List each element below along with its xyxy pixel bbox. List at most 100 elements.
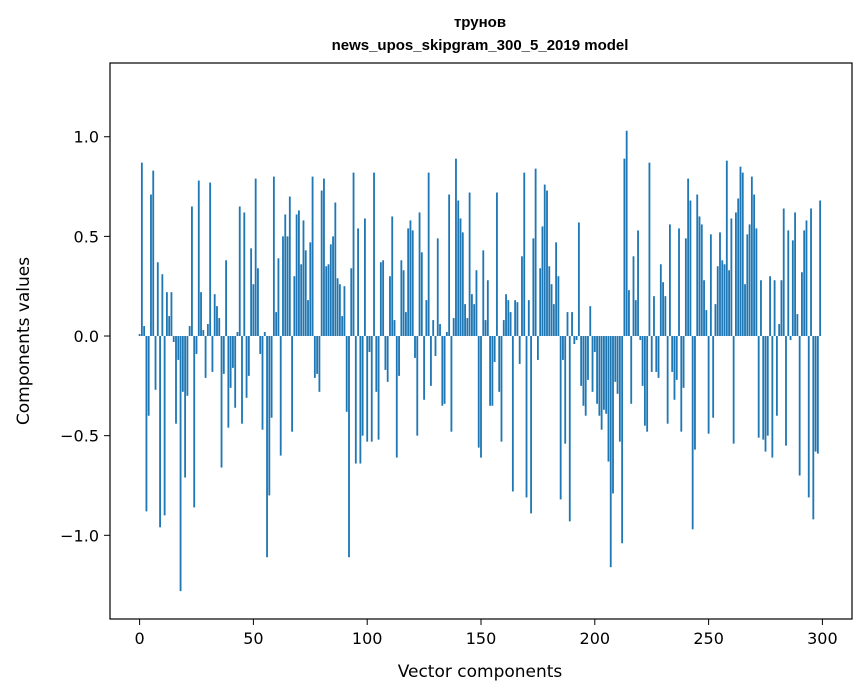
bar-273 [760,280,762,337]
bar-269 [750,176,753,337]
bar-2 [143,326,146,337]
bar-166 [516,302,519,337]
bar-265 [741,172,744,337]
bar-249 [705,310,708,337]
bar-203 [600,336,603,430]
bar-263 [737,198,740,337]
bar-287 [791,240,794,337]
bar-167 [518,336,521,364]
bar-86 [334,202,337,337]
bar-219 [637,230,639,337]
bar-73 [304,250,307,337]
bar-213 [623,158,626,337]
bar-201 [596,336,598,404]
bar-112 [393,320,396,337]
bar-154 [489,336,492,406]
bar-176 [539,268,542,337]
bar-108 [384,336,387,370]
bar-241 [687,178,690,337]
bar-143 [464,304,466,337]
bar-138 [452,318,455,337]
bar-39 [227,336,230,428]
bar-288 [794,212,797,337]
bar-198 [589,306,592,337]
bar-156 [493,336,496,362]
bar-270 [753,194,756,337]
bar-211 [618,336,621,442]
bar-163 [509,312,512,337]
bar-144 [466,318,469,337]
bar-184 [557,276,560,337]
bar-22 [188,326,191,337]
bar-229 [659,264,662,337]
bar-245 [696,194,699,337]
x-tick-label-150: 150 [466,629,497,648]
bar-278 [771,336,774,458]
bar-97 [359,336,362,464]
bar-296 [812,336,815,520]
bar-292 [803,230,806,337]
bar-248 [703,280,705,337]
bar-98 [361,336,364,436]
bar-258 [725,160,728,337]
bar-8 [156,262,159,337]
bar-105 [377,336,380,440]
bar-190 [571,312,573,337]
bar-251 [709,234,712,337]
bar-127 [427,172,430,337]
bar-91 [345,336,348,412]
bar-226 [653,296,655,337]
bar-68 [293,276,296,337]
bar-210 [616,336,619,394]
bar-169 [523,172,526,337]
bar-284 [785,336,787,446]
bar-298 [816,336,819,454]
bar-244 [694,336,696,450]
bar-36 [220,336,223,468]
bar-295 [810,208,812,337]
bar-77 [313,336,316,378]
bar-109 [386,336,389,382]
bar-6 [152,170,155,337]
bar-122 [416,336,419,436]
bar-242 [689,200,692,337]
bar-259 [728,270,730,337]
bar-209 [614,336,617,382]
bar-49 [250,248,253,337]
bar-224 [648,162,651,337]
bar-118 [407,228,410,337]
plot-frame [109,62,853,620]
bar-63 [282,236,284,337]
bar-83 [327,264,330,337]
bar-50 [252,284,255,337]
bar-192 [575,336,578,341]
bar-232 [666,336,669,424]
bar-252 [712,336,715,418]
bar-264 [739,166,742,337]
bar-13 [168,316,171,337]
bar-206 [607,336,610,462]
bar-254 [716,266,719,337]
y-axis-label: Components values [14,257,34,425]
bar-178 [543,184,546,337]
bar-195 [582,336,585,406]
bar-235 [673,336,676,400]
bar-100 [366,336,369,442]
bar-283 [782,208,785,337]
bar-57 [268,336,271,496]
bar-0 [138,334,141,337]
y-tick-label-4: 1.0 [74,128,99,147]
bar-142 [461,232,464,337]
bar-153 [486,280,489,337]
bar-170 [525,336,528,498]
bar-173 [532,238,535,337]
bar-111 [391,216,394,337]
bar-185 [559,336,562,500]
bar-78 [316,336,319,374]
bar-150 [480,336,482,458]
bar-5 [150,194,152,337]
bar-80 [320,190,323,337]
bar-139 [455,158,457,337]
bar-4 [147,336,150,416]
bar-65 [286,236,289,337]
